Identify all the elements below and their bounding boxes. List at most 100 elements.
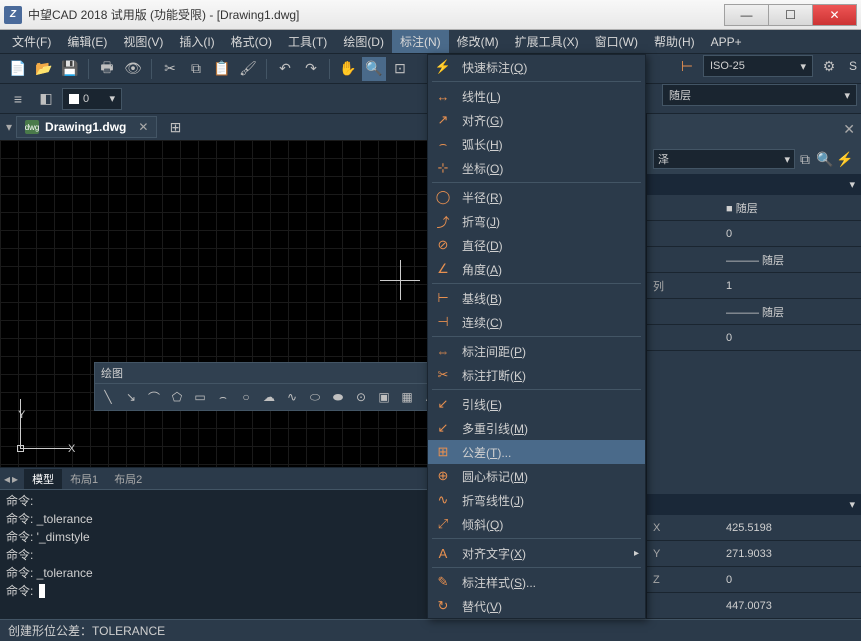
doc-tab[interactable]: dwg Drawing1.dwg ✕ (16, 116, 157, 138)
print-icon[interactable]: 🖶 (95, 57, 119, 81)
menu-item-0[interactable]: ⚡快速标注(Q) (428, 55, 645, 79)
panel-icon1[interactable]: ⧉ (795, 147, 815, 171)
arc-icon[interactable]: ⌒ (144, 387, 164, 407)
undo-icon[interactable]: ↶ (273, 57, 297, 81)
paste-icon[interactable]: 📋 (210, 57, 234, 81)
spline-icon[interactable]: ∿ (282, 387, 302, 407)
menu-item-27[interactable]: ✎标注样式(S)... (428, 570, 645, 594)
menu-item-icon: ∿ (434, 492, 452, 508)
menu-item-5[interactable]: ⊹坐标(O) (428, 156, 645, 180)
menu-item-4[interactable]: ⌢弧长(H) (428, 132, 645, 156)
menu-item-10[interactable]: ∠角度(A) (428, 257, 645, 281)
section-coords[interactable]: ▾ (647, 494, 861, 515)
panel-icon2[interactable]: 🔍 (815, 147, 835, 171)
open-icon[interactable]: 📂 (32, 57, 56, 81)
prop-row[interactable]: ■ 随层 (647, 195, 861, 221)
copy-icon[interactable]: ⧉ (184, 57, 208, 81)
menu-item-7[interactable]: ◯半径(R) (428, 185, 645, 209)
menu-item-28[interactable]: ↻替代(V) (428, 594, 645, 618)
close-button[interactable]: ✕ (812, 4, 857, 26)
model-tab-2[interactable]: 布局2 (106, 469, 150, 489)
tab-close-icon[interactable]: ✕ (138, 120, 148, 134)
minimize-button[interactable]: — (724, 4, 769, 26)
menu-item-3[interactable]: ↗对齐(G) (428, 108, 645, 132)
menu-item-23[interactable]: ⤢倾斜(Q) (428, 512, 645, 536)
layer-combo[interactable]: 0 ▾ (62, 88, 122, 110)
menu-item-icon: ∠ (434, 261, 452, 277)
menu-11[interactable]: 帮助(H) (646, 30, 703, 53)
dim-edit-icon[interactable]: ⚙ (817, 54, 841, 78)
zoom2-icon[interactable]: ⊡ (388, 57, 412, 81)
menu-item-13[interactable]: ⊣连续(C) (428, 310, 645, 334)
section-general[interactable]: ▾ (647, 174, 861, 195)
menu-9[interactable]: 扩展工具(X) (507, 30, 587, 53)
hatch-icon[interactable]: ▦ (397, 387, 417, 407)
new-tab-icon[interactable]: ⊞ (163, 115, 187, 139)
cut-icon[interactable]: ✂ (158, 57, 182, 81)
line-icon[interactable]: ╲ (98, 387, 118, 407)
window-buttons: — ☐ ✕ (725, 4, 857, 26)
app-icon: Z (4, 6, 22, 24)
menu-item-22[interactable]: ∿折弯线性(J) (428, 488, 645, 512)
menu-item-21[interactable]: ⊕圆心标记(M) (428, 464, 645, 488)
menu-item-2[interactable]: ↔线性(L) (428, 84, 645, 108)
menu-3[interactable]: 插入(I) (171, 30, 222, 53)
menu-0[interactable]: 文件(F) (4, 30, 59, 53)
block-icon[interactable]: ▣ (374, 387, 394, 407)
match-icon[interactable]: 🖌 (236, 57, 260, 81)
prop-row[interactable]: 0 (647, 221, 861, 247)
menu-1[interactable]: 编辑(E) (59, 30, 115, 53)
maximize-button[interactable]: ☐ (768, 4, 813, 26)
menu-item-8[interactable]: ⤴折弯(J) (428, 209, 645, 233)
menu-7[interactable]: 标注(N) (392, 30, 449, 53)
prop-row[interactable]: 列1 (647, 273, 861, 299)
menu-6[interactable]: 绘图(D) (335, 30, 392, 53)
menu-4[interactable]: 格式(O) (223, 30, 280, 53)
coord-row[interactable]: 447.0073 (647, 593, 861, 619)
selection-combo[interactable]: 泽▾ (653, 149, 795, 169)
cloud-icon[interactable]: ☁ (259, 387, 279, 407)
pan-icon[interactable]: ✋ (336, 57, 360, 81)
ray-icon[interactable]: ↘ (121, 387, 141, 407)
menu-item-20[interactable]: ⊞公差(T)... (428, 440, 645, 464)
arc2-icon[interactable]: ⌢ (213, 387, 233, 407)
ellipse2-icon[interactable]: ⬬ (328, 387, 348, 407)
prop-row[interactable]: ——— 随层 (647, 299, 861, 325)
menu-item-25[interactable]: A对齐文字(X)▸ (428, 541, 645, 565)
dim-icon[interactable]: ⊢ (675, 54, 699, 78)
menu-item-12[interactable]: ⊢基线(B) (428, 286, 645, 310)
new-icon[interactable]: 📄 (6, 57, 30, 81)
prop-row[interactable]: 0 (647, 325, 861, 351)
ellipse-icon[interactable]: ⬭ (305, 387, 325, 407)
menu-item-9[interactable]: ⊘直径(D) (428, 233, 645, 257)
model-tab-0[interactable]: 模型 (24, 469, 62, 489)
layer-state-icon[interactable]: ◧ (34, 87, 58, 111)
menu-12[interactable]: APP+ (703, 32, 750, 52)
coord-row[interactable]: X425.5198 (647, 515, 861, 541)
model-tab-1[interactable]: 布局1 (62, 469, 106, 489)
linetype-combo[interactable]: 随层 ▾ (662, 84, 857, 106)
preview-icon[interactable]: 👁 (121, 57, 145, 81)
menu-2[interactable]: 视图(V) (115, 30, 171, 53)
menu-item-16[interactable]: ✂标注打断(K) (428, 363, 645, 387)
panel-icon3[interactable]: ⚡ (835, 147, 855, 171)
prop-row[interactable]: ——— 随层 (647, 247, 861, 273)
menu-item-19[interactable]: ↙多重引线(M) (428, 416, 645, 440)
panel-close-icon[interactable]: ✕ (843, 121, 855, 138)
coord-row[interactable]: Z0 (647, 567, 861, 593)
menu-8[interactable]: 修改(M) (449, 30, 507, 53)
dim-style-combo[interactable]: ISO-25 ▾ (703, 55, 813, 77)
redo-icon[interactable]: ↷ (299, 57, 323, 81)
polygon-icon[interactable]: ⬠ (167, 387, 187, 407)
zoom-icon[interactable]: 🔍 (362, 57, 386, 81)
rect-icon[interactable]: ▭ (190, 387, 210, 407)
layer-manager-icon[interactable]: ≡ (6, 87, 30, 111)
point-icon[interactable]: ⊙ (351, 387, 371, 407)
menu-item-15[interactable]: ⇔标注间距(P) (428, 339, 645, 363)
save-icon[interactable]: 💾 (58, 57, 82, 81)
coord-row[interactable]: Y271.9033 (647, 541, 861, 567)
circle-icon[interactable]: ○ (236, 387, 256, 407)
menu-5[interactable]: 工具(T) (280, 30, 335, 53)
menu-10[interactable]: 窗口(W) (587, 30, 646, 53)
menu-item-18[interactable]: ↙引线(E) (428, 392, 645, 416)
